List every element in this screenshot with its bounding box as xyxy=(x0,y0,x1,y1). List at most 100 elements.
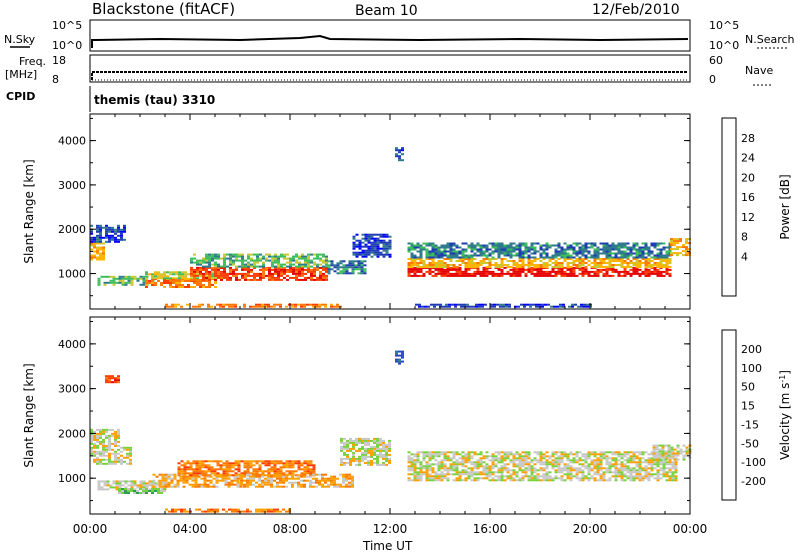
range-cell xyxy=(127,281,131,284)
range-cell xyxy=(303,483,306,486)
range-cell xyxy=(171,508,174,511)
range-cell xyxy=(155,483,159,486)
range-cell xyxy=(99,440,102,443)
range-cell xyxy=(364,237,368,240)
range-cell xyxy=(273,510,276,513)
range-cell xyxy=(336,264,340,267)
range-cell xyxy=(271,276,274,279)
range-cell xyxy=(656,272,660,275)
range-cell xyxy=(261,508,264,511)
range-cell xyxy=(515,479,519,482)
range-cell xyxy=(292,259,295,262)
range-cell xyxy=(247,274,250,277)
range-cell xyxy=(449,258,453,260)
range-cell xyxy=(200,477,204,480)
range-cell xyxy=(99,450,102,453)
range-cell xyxy=(279,470,283,473)
range-cell xyxy=(551,270,555,273)
range-cell xyxy=(518,258,522,260)
range-cell xyxy=(434,256,438,259)
range-cell xyxy=(197,485,201,488)
range-cell xyxy=(557,459,561,462)
range-cell xyxy=(322,266,325,269)
range-cell xyxy=(271,263,274,266)
range-cell xyxy=(668,469,672,472)
range-cell xyxy=(641,461,645,464)
range-cell xyxy=(488,262,492,264)
range-cell xyxy=(280,253,283,256)
range-cell xyxy=(219,464,223,467)
range-cell xyxy=(96,438,99,441)
range-cell xyxy=(373,249,377,252)
range-cell xyxy=(500,475,504,478)
range-cell xyxy=(283,266,286,269)
range-cell xyxy=(129,458,132,461)
range-cell xyxy=(330,268,334,271)
range-cell xyxy=(485,471,489,474)
range-cell xyxy=(166,271,169,274)
range-cell xyxy=(484,303,487,306)
range-cell xyxy=(192,305,195,308)
range-cell xyxy=(152,485,156,488)
range-cell xyxy=(551,256,555,259)
range-cell xyxy=(443,274,447,277)
range-cell xyxy=(632,256,636,259)
range-cell xyxy=(370,241,374,244)
range-cell xyxy=(154,482,158,485)
range-cell xyxy=(133,275,137,278)
range-cell xyxy=(548,477,552,480)
range-cell xyxy=(656,262,660,264)
range-cell xyxy=(554,463,558,466)
range-cell xyxy=(593,244,597,247)
range-cell xyxy=(166,277,169,280)
range-cell xyxy=(479,262,483,264)
range-cell xyxy=(494,475,498,478)
range-cell xyxy=(212,477,216,480)
range-cell xyxy=(294,303,297,306)
range-cell xyxy=(614,477,618,480)
range-cell xyxy=(181,280,184,282)
range-cell xyxy=(336,485,339,488)
range-cell xyxy=(557,463,561,466)
range-cell xyxy=(551,479,555,482)
range-cell xyxy=(264,303,267,306)
range-cell xyxy=(533,467,537,470)
range-cell xyxy=(373,457,376,460)
range-cell xyxy=(665,268,669,271)
range-cell xyxy=(108,428,111,431)
range-cell xyxy=(382,453,385,456)
range-cell xyxy=(479,272,483,275)
range-cell xyxy=(667,450,671,453)
range-cell xyxy=(673,242,676,245)
range-cell xyxy=(464,264,468,266)
range-cell xyxy=(180,468,184,471)
range-cell xyxy=(500,465,504,468)
velocity-heatmap xyxy=(90,350,692,513)
range-cell xyxy=(664,458,668,461)
range-cell xyxy=(184,286,187,288)
range-cell xyxy=(638,266,642,268)
range-cell xyxy=(364,233,368,236)
range-cell xyxy=(229,253,232,256)
range-cell xyxy=(167,473,171,476)
range-cell xyxy=(276,485,279,488)
range-cell xyxy=(202,276,205,279)
x-tick-label: 12:00 xyxy=(373,522,408,536)
range-cell xyxy=(105,375,108,378)
range-cell xyxy=(563,248,567,251)
range-cell xyxy=(599,258,603,260)
range-cell xyxy=(310,268,313,271)
range-cell xyxy=(379,439,382,442)
range-cell xyxy=(196,282,199,284)
range-cell xyxy=(536,242,540,245)
range-cell xyxy=(303,470,307,473)
range-cell xyxy=(652,456,656,459)
range-cell xyxy=(407,258,411,260)
range-cell xyxy=(270,470,274,473)
range-cell xyxy=(127,490,130,492)
range-cell xyxy=(220,272,223,275)
range-cell xyxy=(551,451,555,454)
range-cell xyxy=(635,475,639,478)
range-cell xyxy=(629,246,633,249)
range-cell xyxy=(440,477,444,480)
